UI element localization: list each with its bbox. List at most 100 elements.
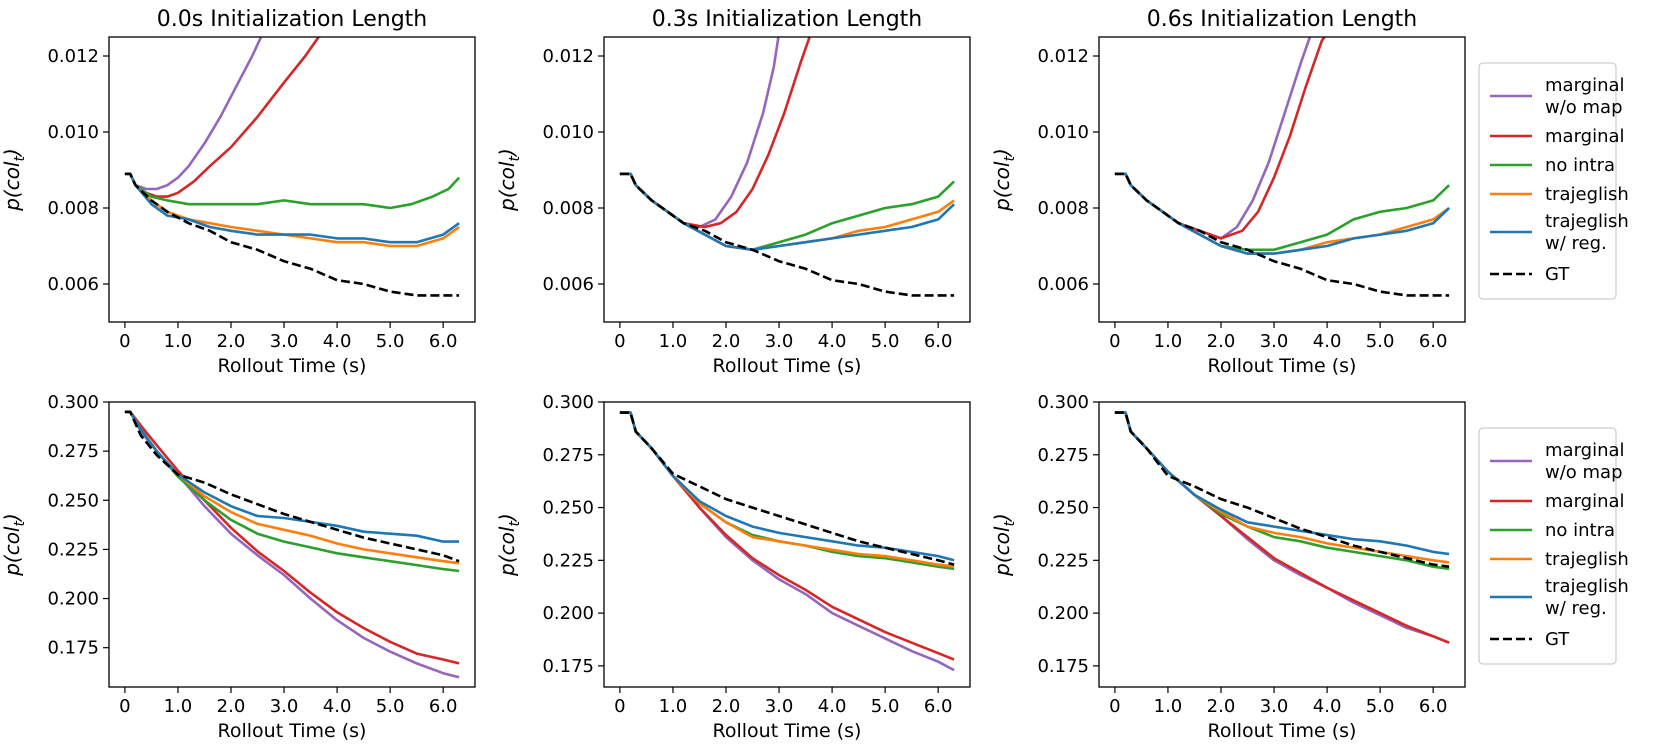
y-tick-label: 0.250 [1037, 498, 1089, 519]
series-line-trajeglish-w-reg [619, 411, 955, 562]
subplot-6: 0 1.0 2.0 3.0 4.0 5.0 6.0 0.175 0.200 0.225 0.250 0… [990, 392, 1466, 742]
legend-label: marginal [1545, 440, 1625, 461]
x-tick-label: 6.0 [924, 331, 953, 352]
series-line-gt [619, 172, 955, 297]
series-line-marginal-w-o-map [1114, 37, 1312, 240]
x-tick-label: 4.0 [818, 331, 847, 352]
series-line-gt [1114, 411, 1450, 568]
y-tick-label: 0.175 [542, 656, 594, 677]
legend-entry-gt: GT [1490, 264, 1570, 285]
x-tick-label: 1.0 [659, 331, 688, 352]
legend-label: trajeglish [1545, 211, 1629, 232]
x-tick-label: 0 [119, 696, 130, 717]
legend-entry-gt: GT [1490, 629, 1570, 650]
series-line-no-intra [619, 172, 955, 252]
x-tick-label: 5.0 [1366, 696, 1395, 717]
series-line-marginal-w-o-map [619, 37, 780, 229]
y-tick-label: 0.225 [1037, 550, 1089, 571]
y-label-subscript: t [507, 521, 523, 527]
x-tick-label: 1.0 [164, 331, 193, 352]
y-label-main: p(col [990, 526, 1014, 577]
subplot-title: 0.0s Initialization Length [157, 7, 427, 32]
y-axis-label: p(colt) [990, 148, 1018, 212]
series-line-trajeglish [1114, 411, 1450, 564]
y-tick-label: 0.008 [542, 198, 594, 219]
series-line-no-intra [1114, 172, 1450, 252]
y-label-subscript: t [1002, 156, 1018, 162]
y-label-main: p(col [0, 526, 24, 577]
x-tick-label: 2.0 [712, 696, 741, 717]
x-tick-label: 5.0 [1366, 331, 1395, 352]
legend-label: GT [1545, 264, 1570, 285]
y-axis-label: p(colt) [495, 513, 523, 577]
y-tick-label: 0.006 [47, 274, 99, 295]
y-tick-label: 0.010 [542, 122, 594, 143]
plot-frame [1098, 36, 1466, 323]
legend-box [1478, 427, 1617, 665]
y-label-close: ) [0, 148, 24, 158]
y-tick-label: 0.012 [542, 46, 594, 67]
series-line-trajeglish [124, 410, 460, 565]
y-label-main: p(col [0, 161, 24, 212]
y-label-main: p(col [495, 161, 519, 212]
series-line-marginal [124, 410, 460, 665]
legend-entry-no-intra: no intra [1490, 155, 1615, 176]
x-tick-label: 4.0 [323, 696, 352, 717]
x-tick-label: 6.0 [429, 331, 458, 352]
y-tick-label: 0.225 [542, 550, 594, 571]
y-tick-label: 0.006 [1037, 274, 1089, 295]
x-tick-label: 1.0 [1154, 696, 1183, 717]
series-line-trajeglish-w-reg [619, 172, 955, 252]
series-line-no-intra [619, 411, 955, 571]
y-label-close: ) [990, 148, 1014, 158]
x-tick-label: 4.0 [818, 696, 847, 717]
x-tick-label: 3.0 [270, 331, 299, 352]
x-tick-label: 3.0 [1260, 696, 1289, 717]
x-tick-label: 0 [614, 696, 625, 717]
y-tick-label: 0.250 [542, 498, 594, 519]
x-tick-label: 3.0 [1260, 331, 1289, 352]
series-line-gt [124, 410, 460, 563]
x-tick-label: 3.0 [765, 696, 794, 717]
legend-label: no intra [1545, 155, 1615, 176]
y-label-main: p(col [990, 161, 1014, 212]
legend-label: w/ reg. [1545, 233, 1607, 254]
legend-label: w/o map [1545, 97, 1623, 118]
y-tick-label: 0.200 [47, 589, 99, 610]
x-tick-label: 0 [1109, 696, 1120, 717]
y-tick-label: 0.300 [1037, 392, 1089, 413]
subplot-4: 0 1.0 2.0 3.0 4.0 5.0 6.0 0.175 0.200 0.225 0.250 0… [0, 392, 476, 742]
x-tick-label: 6.0 [429, 696, 458, 717]
x-axis-label: Rollout Time (s) [713, 720, 862, 742]
y-label-close: ) [495, 513, 519, 523]
y-axis-label: p(colt) [0, 513, 28, 577]
x-tick-label: 0 [119, 331, 130, 352]
y-tick-label: 0.012 [47, 46, 99, 67]
legend-entry-no-intra: no intra [1490, 520, 1615, 541]
plot-frame [108, 401, 476, 688]
y-label-close: ) [990, 513, 1014, 523]
series-line-no-intra [124, 172, 461, 210]
y-label-close: ) [495, 148, 519, 158]
series-line-trajeglish [619, 172, 955, 252]
legend-label: GT [1545, 629, 1570, 650]
x-tick-label: 2.0 [217, 696, 246, 717]
x-tick-label: 5.0 [376, 696, 405, 717]
y-tick-label: 0.006 [542, 274, 594, 295]
x-tick-label: 4.0 [1313, 331, 1342, 352]
series-line-trajeglish [619, 411, 955, 568]
y-tick-label: 0.010 [1037, 122, 1089, 143]
legend-entry-marginal: marginal [1490, 126, 1625, 147]
x-tick-label: 6.0 [1419, 331, 1448, 352]
series-line-trajeglish-w-reg [124, 172, 460, 244]
legend-label: trajeglish [1545, 184, 1629, 205]
x-tick-label: 5.0 [871, 331, 900, 352]
subplot-2: 0.3s Initialization Length 0 1.0 2.0 3.0 4.0 5… [495, 7, 971, 377]
y-axis-label: p(colt) [0, 148, 28, 212]
y-tick-label: 0.300 [47, 392, 99, 413]
x-tick-label: 5.0 [376, 331, 405, 352]
series-line-trajeglish-w-reg [1114, 172, 1450, 255]
